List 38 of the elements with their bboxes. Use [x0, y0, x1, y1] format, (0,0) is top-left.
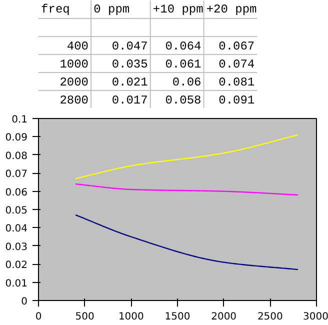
text: 0.06	[172, 76, 202, 90]
y-tick-label: 0.01	[5, 278, 28, 290]
text: 0.047	[112, 40, 148, 54]
text: +10 ppm	[152, 2, 204, 16]
text: 2800	[60, 94, 89, 108]
x-tick-label: 3000	[303, 312, 328, 322]
text: 0.035	[112, 58, 148, 72]
y-tick-label: 0.03	[5, 242, 28, 253]
x-tick-label: 1000	[118, 312, 144, 322]
x-tick-label: 2000	[211, 312, 237, 322]
x-tick-label: 1500	[164, 312, 190, 322]
text: 0.081	[218, 76, 255, 90]
text: 0 ppm	[94, 2, 130, 16]
x-tick-label: 0	[35, 312, 42, 322]
y-tick-label: 0.05	[5, 206, 28, 216]
text: 0.017	[112, 94, 148, 108]
text: 0.091	[218, 94, 255, 108]
text: 0.074	[218, 58, 255, 72]
text: freq	[41, 2, 70, 16]
x-tick-label: 500	[75, 312, 94, 322]
y-tick-label: 0.08	[5, 150, 28, 162]
y-tick-label: 0.1	[12, 114, 28, 126]
text: 0.021	[112, 76, 148, 90]
y-tick-label: 0.02	[5, 260, 28, 272]
x-tick-label: 2500	[257, 312, 283, 322]
y-tick-label: 0.09	[5, 132, 28, 144]
y-tick-label: 0.04	[5, 224, 28, 235]
text: 0.058	[165, 94, 202, 108]
y-tick-label: 0.06	[5, 187, 28, 198]
y-tick-label: 0.07	[5, 169, 28, 180]
text: 0.061	[165, 58, 202, 72]
text: 0.064	[165, 40, 202, 54]
text: 0.067	[218, 40, 255, 54]
text: 400	[66, 40, 89, 54]
text: 2000	[60, 76, 89, 90]
text: +20 ppm	[206, 2, 257, 16]
text: 1000	[60, 58, 89, 72]
y-tick-label: 0	[21, 296, 28, 308]
